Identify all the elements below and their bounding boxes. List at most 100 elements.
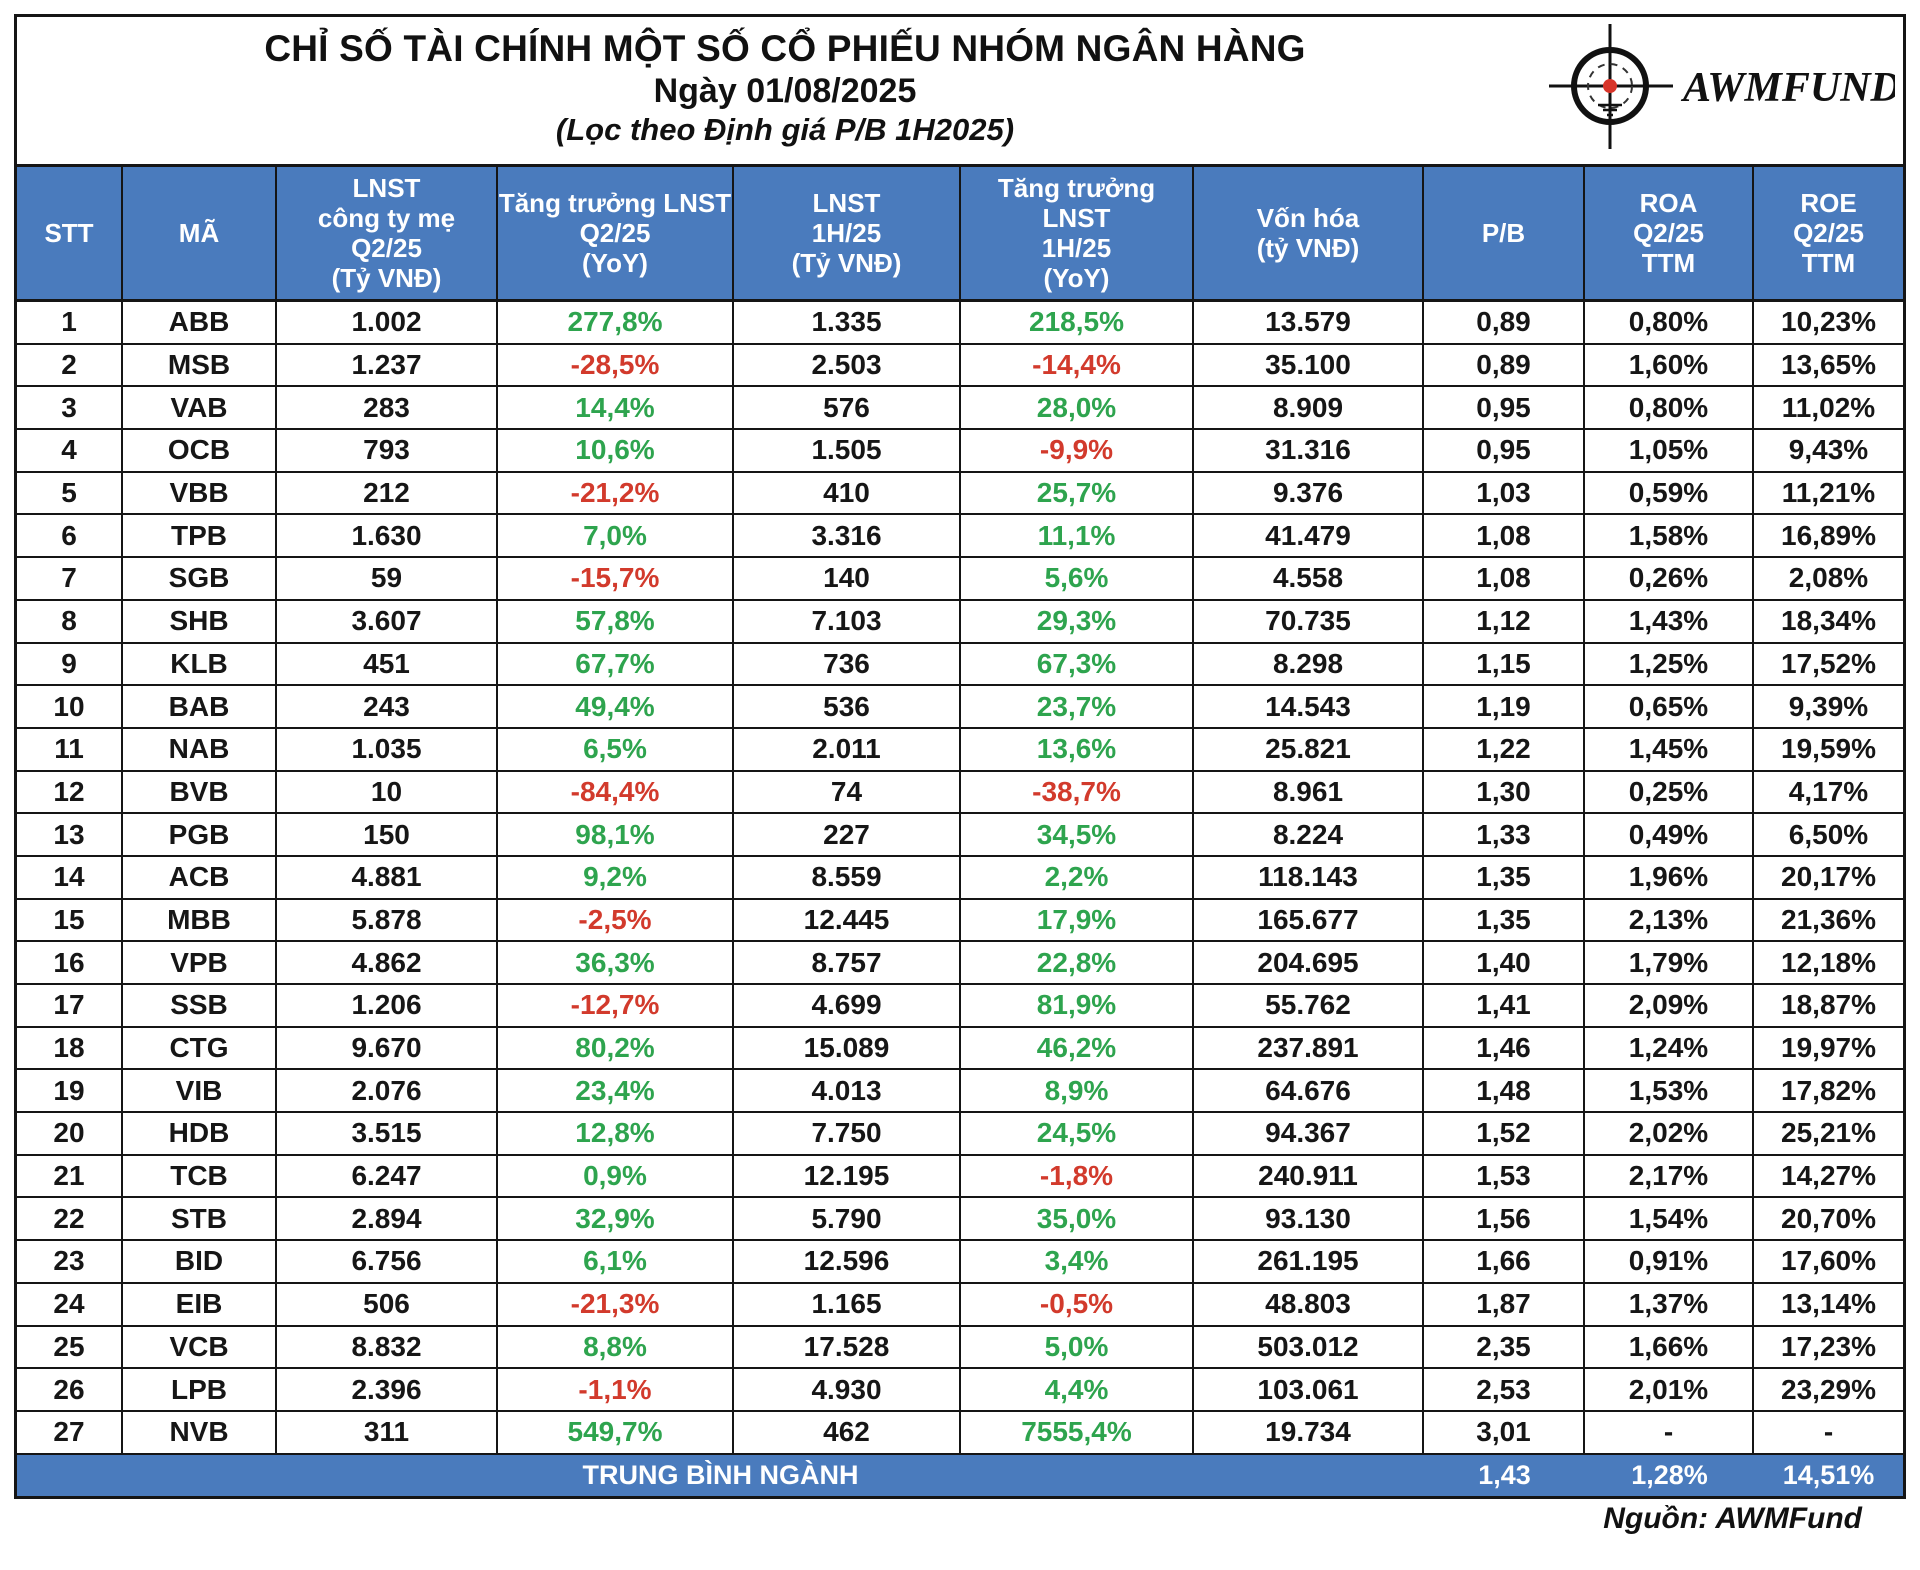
cell-lnst_q2: 283 xyxy=(277,387,498,429)
financial-table-sheet: CHỈ SỐ TÀI CHÍNH MỘT SỐ CỔ PHIẾU NHÓM NG… xyxy=(14,14,1906,1499)
cell-roa: 1,37% xyxy=(1585,1283,1754,1325)
cell-roa: 1,25% xyxy=(1585,643,1754,685)
cell-pb: 2,53 xyxy=(1424,1369,1585,1410)
cell-ma: NVB xyxy=(123,1411,277,1453)
cell-ma: KLB xyxy=(123,643,277,685)
cell-roe: 18,34% xyxy=(1781,605,1876,637)
cell-vonhoa: 103.061 xyxy=(1194,1369,1424,1410)
cell-lnst_q2: 150 xyxy=(277,814,498,855)
cell-pb: 0,95 xyxy=(1424,387,1585,429)
source-credit: Nguồn: AWMFund xyxy=(1603,1502,1862,1535)
cell-vonhoa: 8.909 xyxy=(1194,387,1424,429)
cell-vonhoa: 9.376 xyxy=(1194,472,1424,514)
cell-vonhoa: 35.100 xyxy=(1194,344,1424,386)
cell-roa: - xyxy=(1585,1411,1754,1453)
cell-pb: 1,35 xyxy=(1424,899,1585,941)
cell-roa: 1,05% xyxy=(1585,430,1754,471)
cell-vonhoa: 19.734 xyxy=(1194,1411,1424,1453)
cell-tt_q2: 36,3% xyxy=(498,942,734,983)
table-row: 27 NVB 311 549,7% 462 7555,4% 19.734 3,01- - xyxy=(17,1411,1903,1455)
table-row: 18 CTG 9.670 80,2% 15.089 46,2% 237.891 1,46 1,2… xyxy=(17,1027,1903,1071)
cell-tt_q2: -12,7% xyxy=(498,985,734,1026)
average-pb: 1,43 xyxy=(1478,1459,1531,1490)
cell-stt: 21 xyxy=(17,1155,123,1197)
cell-lnst_q2: 311 xyxy=(277,1411,498,1453)
cell-lnst_1h: 410 xyxy=(734,472,961,514)
cell-pb: 1,48 xyxy=(1424,1070,1585,1112)
cell-lnst_1h: 12.445 xyxy=(734,899,961,941)
cell-roa: 1,53% xyxy=(1585,1070,1754,1112)
cell-roa: 2,13% xyxy=(1585,899,1754,941)
cell-lnst_q2: 793 xyxy=(277,430,498,471)
cell-tt_q2: 32,9% xyxy=(498,1198,734,1240)
table-row: 9 KLB 451 67,7% 736 67,3% 8.298 1,15 1,25% 17,52% xyxy=(17,643,1903,687)
cell-ma: CTG xyxy=(123,1027,277,1069)
cell-lnst_q2: 5.878 xyxy=(277,899,498,941)
cell-lnst_1h: 462 xyxy=(734,1411,961,1453)
cell-pb: 0,89 xyxy=(1424,302,1585,343)
page-subtitle: (Lọc theo Định giá P/B 1H2025) xyxy=(555,112,1015,147)
cell-ma: VPB xyxy=(123,942,277,983)
cell-stt: 8 xyxy=(17,600,123,642)
cell-vonhoa: 64.676 xyxy=(1194,1070,1424,1112)
cell-lnst_q2: 59 xyxy=(277,558,498,599)
cell-tt_1h: -1,8% xyxy=(961,1155,1194,1197)
cell-roe: 10,23% xyxy=(1781,306,1876,338)
cell-lnst_q2: 212 xyxy=(277,472,498,514)
cell-tt_q2: 23,4% xyxy=(498,1070,734,1112)
cell-ma: BVB xyxy=(123,771,277,813)
cell-vonhoa: 25.821 xyxy=(1194,728,1424,770)
cell-lnst_q2: 8.832 xyxy=(277,1326,498,1368)
cell-tt_1h: 2,2% xyxy=(961,856,1194,898)
cell-roe: 20,70% xyxy=(1781,1202,1876,1234)
table-row: 5 VBB 212 -21,2% 410 25,7% 9.376 1,03 0,59% 11,21… xyxy=(17,472,1903,516)
table-row: 1 ABB 1.002 277,8% 1.335 218,5% 13.579 0,89 0,80… xyxy=(17,302,1903,345)
cell-lnst_1h: 1.335 xyxy=(734,302,961,343)
cell-lnst_q2: 3.515 xyxy=(277,1113,498,1154)
cell-ma: MBB xyxy=(123,899,277,941)
cell-tt_1h: 7555,4% xyxy=(961,1411,1194,1453)
table-row: 13 PGB 150 98,1% 227 34,5% 8.224 1,33 0,49% 6,50% xyxy=(17,814,1903,857)
cell-ma: ABB xyxy=(123,302,277,343)
cell-pb: 0,89 xyxy=(1424,344,1585,386)
cell-lnst_1h: 4.930 xyxy=(734,1369,961,1410)
cell-vonhoa: 94.367 xyxy=(1194,1113,1424,1154)
cell-pb: 1,53 xyxy=(1424,1155,1585,1197)
cell-vonhoa: 8.961 xyxy=(1194,771,1424,813)
cell-stt: 26 xyxy=(17,1369,123,1410)
cell-tt_q2: 8,8% xyxy=(498,1326,734,1368)
cell-ma: VIB xyxy=(123,1070,277,1112)
cell-roe: 17,23% xyxy=(1781,1330,1876,1362)
cell-vonhoa: 13.579 xyxy=(1194,302,1424,343)
cell-vonhoa: 8.298 xyxy=(1194,643,1424,685)
cell-roe: 12,18% xyxy=(1781,946,1876,978)
cell-roe: 25,21% xyxy=(1781,1117,1876,1149)
cell-pb: 1,40 xyxy=(1424,942,1585,983)
cell-lnst_q2: 243 xyxy=(277,686,498,727)
column-header-pb: P/B xyxy=(1424,167,1585,299)
cell-tt_q2: 6,1% xyxy=(498,1241,734,1282)
cell-vonhoa: 204.695 xyxy=(1194,942,1424,983)
cell-roa: 0,25% xyxy=(1585,771,1754,813)
titles: CHỈ SỐ TÀI CHÍNH MỘT SỐ CỔ PHIẾU NHÓM NG… xyxy=(17,27,1553,149)
cell-lnst_1h: 8.559 xyxy=(734,856,961,898)
column-header-ma: MÃ xyxy=(123,167,277,299)
cell-pb: 3,01 xyxy=(1424,1411,1585,1453)
logo-wordmark: AWMFUND xyxy=(1680,65,1895,111)
industry-average-row: TRUNG BÌNH NGÀNH 1,43 1,28% 14,51% xyxy=(17,1454,1903,1496)
cell-lnst_q2: 1.002 xyxy=(277,302,498,343)
cell-tt_1h: 23,7% xyxy=(961,686,1194,727)
cell-tt_q2: 14,4% xyxy=(498,387,734,429)
cell-lnst_q2: 1.035 xyxy=(277,728,498,770)
cell-lnst_q2: 451 xyxy=(277,643,498,685)
cell-lnst_q2: 2.396 xyxy=(277,1369,498,1410)
cell-lnst_1h: 736 xyxy=(734,643,961,685)
cell-roa: 1,43% xyxy=(1585,600,1754,642)
cell-tt_1h: 81,9% xyxy=(961,985,1194,1026)
cell-roe: 18,87% xyxy=(1781,989,1876,1021)
cell-ma: VAB xyxy=(123,387,277,429)
cell-stt: 27 xyxy=(17,1411,123,1453)
cell-tt_q2: -21,3% xyxy=(498,1283,734,1325)
cell-pb: 1,19 xyxy=(1424,686,1585,727)
cell-stt: 9 xyxy=(17,643,123,685)
